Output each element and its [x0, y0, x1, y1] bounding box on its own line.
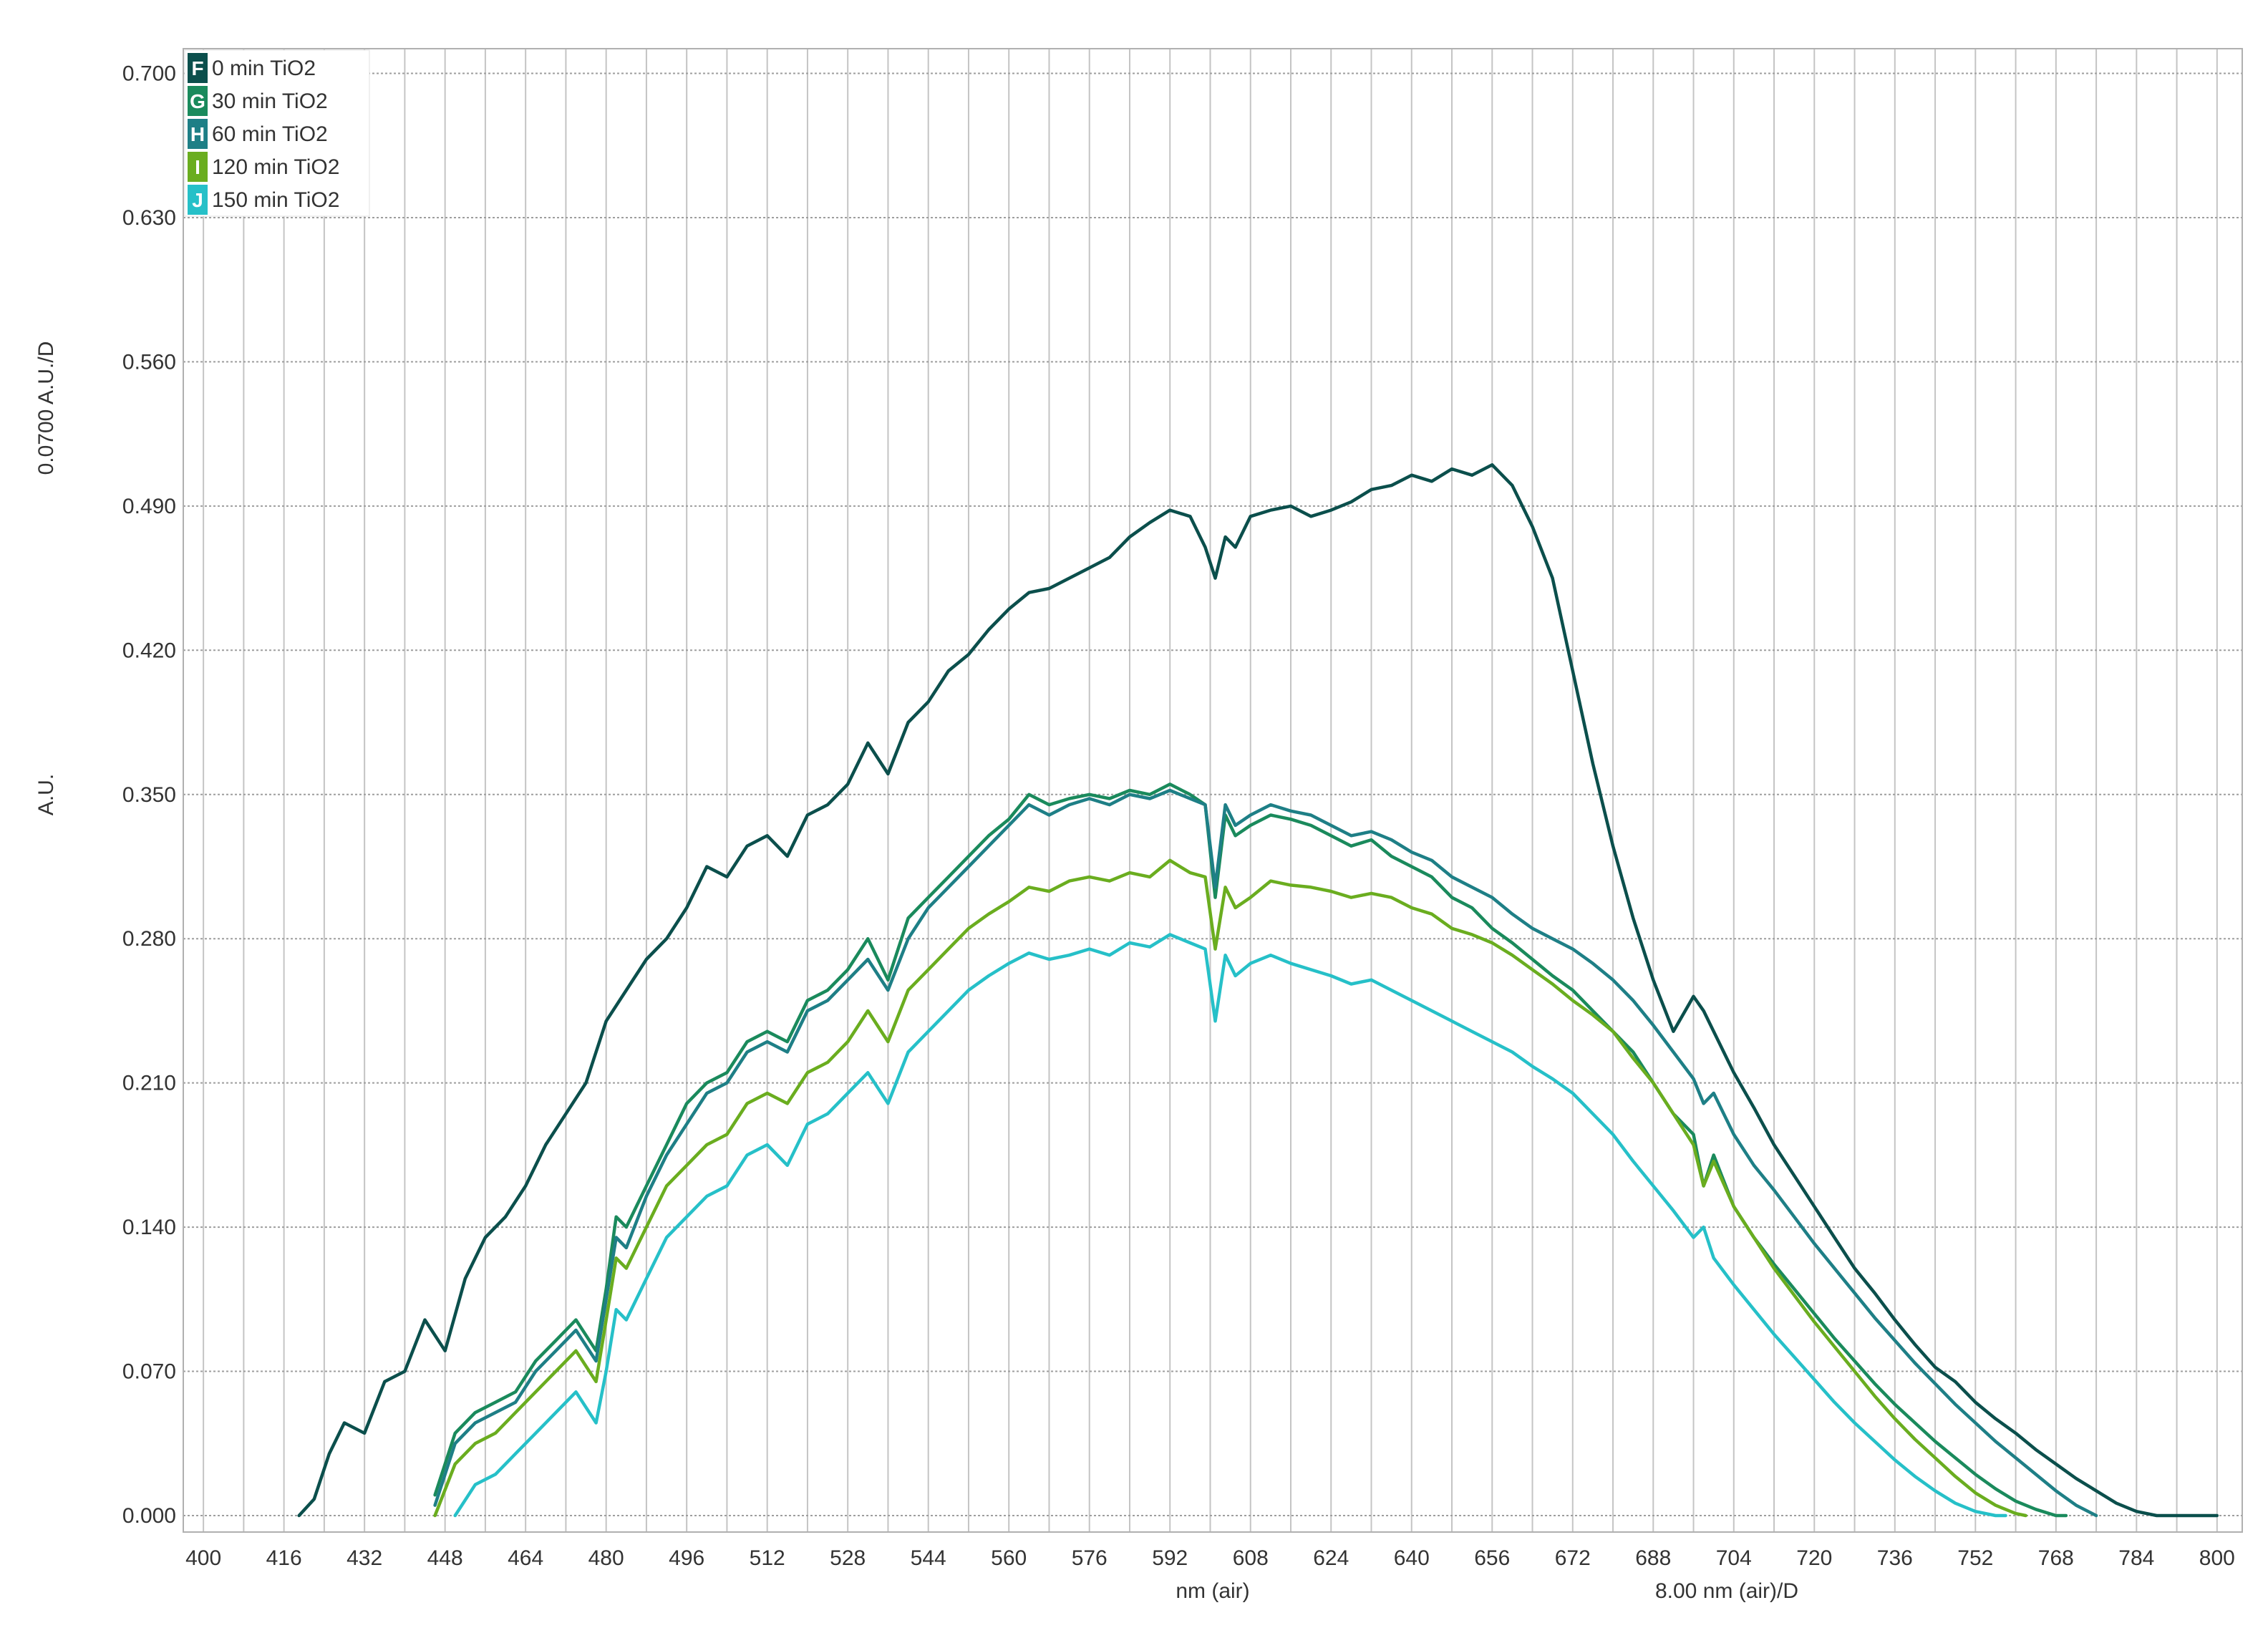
- x-tick-label: 528: [830, 1546, 866, 1570]
- x-tick-label: 752: [1957, 1546, 1993, 1570]
- x-tick-label: 544: [911, 1546, 946, 1570]
- legend-entry-label: 120 min TiO2: [212, 155, 339, 179]
- x-tick-label: 656: [1474, 1546, 1510, 1570]
- legend-swatch-j: [188, 185, 208, 215]
- y-tick-label: 0.420: [122, 639, 176, 662]
- x-tick-label: 464: [508, 1546, 543, 1570]
- y-scale-label: 0.0700 A.U./D: [34, 341, 58, 475]
- y-tick-label: 0.070: [122, 1360, 176, 1384]
- legend-letter: H: [190, 123, 205, 145]
- series-line-g: [433, 782, 2068, 1518]
- x-tick-label: 688: [1635, 1546, 1671, 1570]
- series-line-j: [453, 933, 2007, 1518]
- y-tick-label: 0.210: [122, 1072, 176, 1095]
- legend-swatch-g: [188, 86, 208, 116]
- x-tick-label: 800: [2199, 1546, 2235, 1570]
- x-tick-label: 432: [346, 1546, 382, 1570]
- legend-entry-label: 150 min TiO2: [212, 188, 339, 212]
- x-tick-labels: 400 416 432 448 464 480 496 512 528 544 560 576 592 6…: [185, 1546, 2235, 1570]
- series-lines: [297, 463, 2219, 1518]
- x-tick-label: 560: [991, 1546, 1027, 1570]
- x-tick-label: 768: [2038, 1546, 2074, 1570]
- legend-entry-label: 30 min TiO2: [212, 89, 328, 113]
- x-tick-label: 448: [427, 1546, 463, 1570]
- legend-swatch-f: [188, 53, 208, 83]
- legend-letter: G: [190, 90, 205, 112]
- y-tick-label: 0.350: [122, 783, 176, 807]
- x-tick-label: 736: [1877, 1546, 1913, 1570]
- y-tick-label: 0.630: [122, 206, 176, 230]
- x-scale-label: 8.00 nm (air)/D: [1655, 1579, 1798, 1603]
- x-tick-label: 496: [669, 1546, 704, 1570]
- legend-swatch-i: [188, 152, 208, 182]
- y-tick-label: 0.700: [122, 62, 176, 86]
- y-tick-label: 0.490: [122, 495, 176, 518]
- series-line-h: [433, 788, 2098, 1518]
- x-tick-label: 576: [1072, 1546, 1108, 1570]
- legend: F 0 min TiO2 G 30 min TiO2 H 60 min TiO2 I 120 …: [184, 49, 370, 217]
- y-tick-label: 0.560: [122, 350, 176, 374]
- x-tick-label: 400: [185, 1546, 221, 1570]
- x-tick-label: 704: [1716, 1546, 1752, 1570]
- series-line-i: [433, 858, 2027, 1518]
- legend-entry-label: 60 min TiO2: [212, 122, 328, 146]
- y-axis-label: A.U.: [34, 774, 58, 815]
- legend-letter: J: [192, 189, 203, 211]
- legend-background: [184, 49, 370, 217]
- plot-frame: [183, 48, 2243, 1533]
- x-tick-label: 720: [1796, 1546, 1832, 1570]
- series-line-f: [297, 463, 2219, 1518]
- y-tick-labels: 0.000 0.070 0.140 0.210 0.280 0.350 0.420 0.490…: [122, 62, 176, 1528]
- x-tick-label: 480: [588, 1546, 624, 1570]
- horizontal-gridlines: [183, 72, 2242, 1516]
- x-tick-label: 624: [1313, 1546, 1349, 1570]
- x-tick-label: 592: [1152, 1546, 1188, 1570]
- x-tick-label: 512: [750, 1546, 785, 1570]
- x-tick-label: 640: [1394, 1546, 1430, 1570]
- y-tick-label: 0.140: [122, 1216, 176, 1239]
- legend-letter: I: [195, 156, 200, 178]
- x-tick-label: 672: [1555, 1546, 1591, 1570]
- y-tick-label: 0.280: [122, 927, 176, 951]
- x-tick-label: 784: [2118, 1546, 2154, 1570]
- legend-letter: F: [191, 57, 203, 79]
- legend-swatch-h: [188, 119, 208, 149]
- x-tick-label: 416: [266, 1546, 302, 1570]
- y-tick-label: 0.000: [122, 1504, 176, 1528]
- x-axis-label: nm (air): [1176, 1579, 1249, 1603]
- legend-entry-label: 0 min TiO2: [212, 57, 316, 80]
- x-tick-label: 608: [1233, 1546, 1269, 1570]
